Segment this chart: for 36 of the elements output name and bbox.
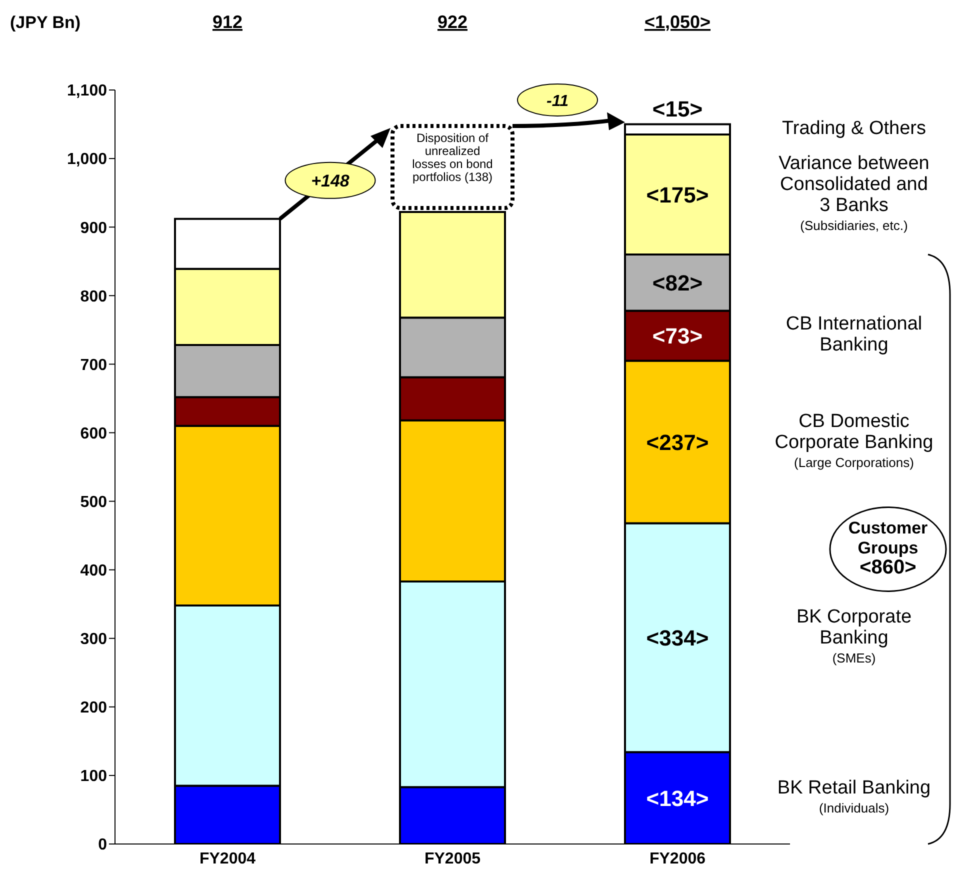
- text: CB International Banking: [786, 314, 922, 356]
- y-tick-label: 800: [80, 288, 108, 306]
- text: <1,050>: [644, 12, 711, 32]
- annotation: -11: [546, 93, 569, 110]
- data-label: <134>: [646, 786, 709, 812]
- y-tick-label: 100: [80, 768, 108, 786]
- y-axis-title: (JPY Bn): [10, 13, 81, 32]
- y-tick-label: 200: [80, 700, 108, 717]
- text: Customer Groups <860>: [848, 518, 928, 578]
- data-label: <15>: [652, 96, 703, 122]
- text: 912: [212, 12, 243, 32]
- y-tick-label: 400: [80, 562, 108, 580]
- x-tick-label: FY2005: [424, 850, 481, 868]
- text: Variance between Consolidated and 3 Banks (Subsidiaries, etc.): [778, 153, 930, 234]
- text: BK Retail Banking (Individuals): [777, 778, 931, 816]
- y-tick-label: 300: [80, 631, 108, 648]
- y-tick-label: 1,000: [66, 151, 108, 168]
- text: BK Corporate Banking (SMEs): [796, 606, 912, 666]
- y-tick-label: 700: [80, 356, 108, 374]
- y-tick-label: 600: [80, 425, 108, 442]
- data-label: <82>: [652, 270, 703, 296]
- text: 922: [437, 12, 468, 32]
- x-tick-label: FY2004: [199, 850, 256, 868]
- text: CB Domestic Corporate Banking (Large Corporations): [774, 410, 934, 470]
- x-tick-label: FY2006: [649, 850, 706, 868]
- text: Trading & Others: [782, 118, 926, 139]
- annotation: Disposition of unrealized losses on bond portfolios (138): [412, 131, 493, 184]
- data-label: <73>: [652, 324, 703, 349]
- annotation: +148: [311, 171, 350, 190]
- y-tick-label: 900: [80, 220, 108, 237]
- data-label: <334>: [646, 626, 709, 651]
- y-tick-label: 1,100: [66, 82, 108, 100]
- data-label: <237>: [646, 430, 709, 455]
- y-tick-label: 0: [98, 836, 108, 854]
- y-tick-label: 500: [80, 494, 108, 511]
- data-label: <175>: [646, 182, 709, 208]
